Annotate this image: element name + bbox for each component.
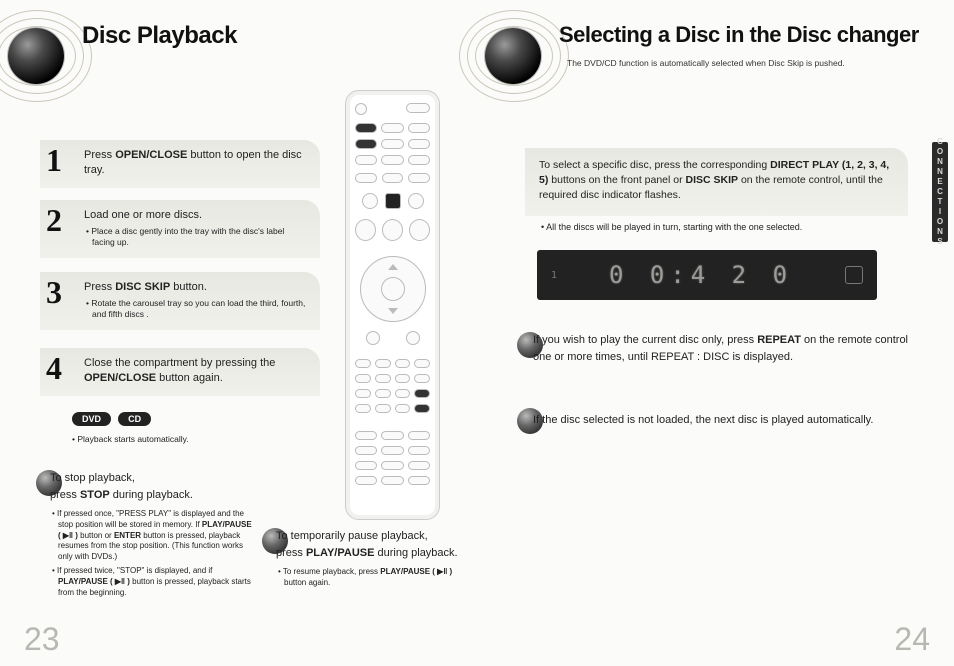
step-number: 4 xyxy=(46,350,62,387)
section-tab: CONNECTIONS xyxy=(932,142,948,242)
page-right: Selecting a Disc in the Disc changer The… xyxy=(477,0,954,666)
format-badges: DVD CD • Playback starts automatically. xyxy=(72,412,189,444)
page-number-left: 23 xyxy=(24,621,60,658)
display-icon xyxy=(845,266,863,284)
step-text: Close the compartment by pressing the OP… xyxy=(84,356,306,386)
lcd-display: 1 0 0:4 2 0 xyxy=(537,250,877,300)
step-text: Press OPEN/CLOSE button to open the disc… xyxy=(84,148,306,178)
step-number: 2 xyxy=(46,202,62,239)
pause-lead: To temporarily pause playback,press PLAY… xyxy=(276,528,471,561)
step-3: 3 Press DISC SKIP button. • Rotate the c… xyxy=(40,272,320,330)
auto-playback-note: • Playback starts automatically. xyxy=(72,434,189,444)
page-subhead: The DVD/CD function is automatically sel… xyxy=(567,58,845,68)
page-left: Disc Playback 1 Press OPEN/CLOSE button … xyxy=(0,0,477,666)
step-bullet: • Rotate the carousel tray so you can lo… xyxy=(84,298,306,320)
step-1: 1 Press OPEN/CLOSE button to open the di… xyxy=(40,140,320,188)
page-title-left: Disc Playback xyxy=(82,22,237,50)
step-text: Press DISC SKIP button. xyxy=(84,280,306,295)
step-bullet: • Place a disc gently into the tray with… xyxy=(84,226,306,248)
step-text: Load one or more discs. xyxy=(84,208,306,223)
step-4: 4 Close the compartment by pressing the … xyxy=(40,348,320,396)
stop-bullet: • If pressed twice, "STOP" is displayed,… xyxy=(50,566,255,598)
display-readout: 0 0:4 2 0 xyxy=(557,261,845,289)
all-discs-note: • All the discs will be played in turn, … xyxy=(541,222,802,232)
page-number-right: 24 xyxy=(894,621,930,658)
stop-bullet: • If pressed once, "PRESS PLAY" is displ… xyxy=(50,509,255,563)
not-loaded-note: If the disc selected is not loaded, the … xyxy=(533,412,914,429)
page-title-right: Selecting a Disc in the Disc changer xyxy=(559,22,919,48)
repeat-note: If you wish to play the current disc onl… xyxy=(533,332,914,365)
step-2: 2 Load one or more discs. • Place a disc… xyxy=(40,200,320,258)
stop-lead: To stop playback,press STOP during playb… xyxy=(50,470,255,503)
select-disc-instruction: To select a specific disc, press the cor… xyxy=(525,148,908,216)
dvd-pill: DVD xyxy=(72,412,111,426)
stop-playback-block: To stop playback,press STOP during playb… xyxy=(50,470,255,601)
pause-bullet: • To resume playback, press PLAY/PAUSE (… xyxy=(276,567,471,589)
cd-pill: CD xyxy=(118,412,151,426)
step-number: 1 xyxy=(46,142,62,179)
pause-playback-block: To temporarily pause playback,press PLAY… xyxy=(276,528,471,592)
step-number: 3 xyxy=(46,274,62,311)
remote-control-illustration xyxy=(345,90,440,520)
